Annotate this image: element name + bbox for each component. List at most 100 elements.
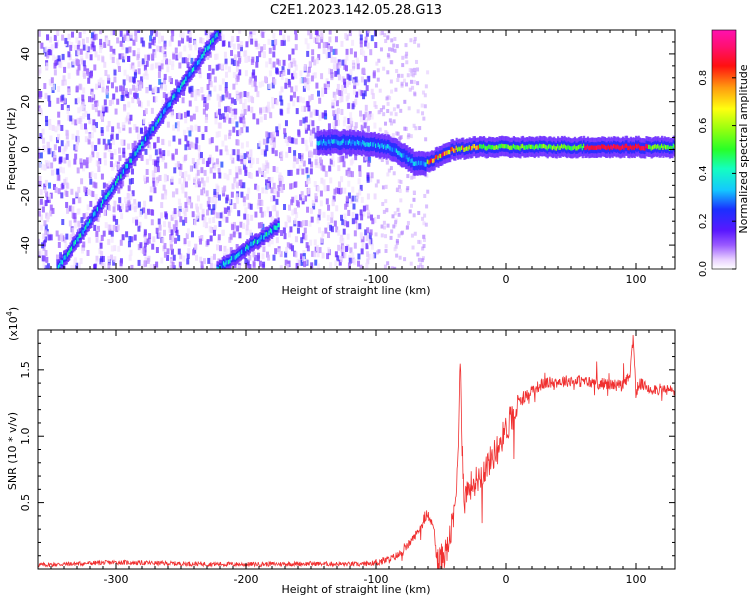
noise-cell — [223, 252, 227, 259]
noise-cell — [126, 35, 130, 42]
noise-cell — [97, 138, 101, 145]
noise-cell — [246, 91, 250, 98]
noise-cell — [390, 38, 394, 43]
noise-cell — [126, 192, 130, 199]
noise-cell — [181, 57, 185, 64]
noise-cell — [243, 200, 247, 207]
noise-cell — [112, 93, 116, 100]
noise-cell — [286, 107, 290, 114]
noise-cell — [405, 225, 409, 230]
feature-core — [412, 161, 415, 166]
noise-cell — [85, 44, 89, 51]
noise-cell — [118, 155, 122, 162]
noise-cell — [125, 47, 129, 54]
feature-core — [540, 144, 543, 149]
noise-cell — [348, 74, 352, 81]
noise-cell — [280, 186, 284, 193]
noise-cell — [227, 133, 231, 140]
noise-cell — [178, 62, 182, 69]
noise-cell — [107, 263, 111, 269]
feature-core — [559, 145, 562, 150]
noise-cell — [129, 88, 133, 95]
noise-cell — [79, 158, 83, 165]
feature-core — [468, 145, 471, 150]
feature-core — [83, 226, 86, 232]
feature-core — [494, 145, 497, 150]
noise-cell — [67, 161, 71, 168]
noise-cell — [110, 230, 114, 237]
noise-cell — [400, 81, 404, 86]
feature-core — [198, 59, 201, 65]
noise-cell — [61, 79, 65, 86]
noise-cell — [309, 136, 313, 143]
noise-cell — [332, 91, 336, 98]
noise-cell — [60, 140, 64, 147]
noise-cell — [230, 97, 234, 104]
feature-core — [221, 262, 224, 267]
noise-cell — [120, 53, 124, 60]
feature-core — [471, 145, 474, 151]
noise-cell — [240, 158, 244, 165]
noise-cell — [386, 101, 390, 106]
noise-cell — [413, 231, 417, 236]
noise-cell — [101, 189, 105, 196]
noise-cell — [397, 73, 401, 78]
noise-cell — [175, 113, 179, 120]
feature-core — [238, 251, 241, 256]
noise-cell — [243, 108, 247, 115]
feature-core — [332, 139, 335, 144]
noise-cell — [329, 46, 333, 53]
noise-cell — [228, 169, 232, 176]
feature-core — [404, 154, 408, 160]
noise-cell — [103, 159, 107, 166]
feature-core — [624, 143, 627, 148]
noise-cell — [269, 112, 273, 119]
feature-core — [410, 158, 413, 164]
noise-cell — [308, 95, 312, 102]
noise-cell — [262, 30, 266, 34]
noise-cell — [224, 87, 228, 94]
noise-cell — [83, 123, 87, 130]
noise-cell — [111, 57, 115, 64]
noise-cell — [355, 213, 359, 220]
noise-cell — [170, 111, 174, 118]
noise-cell — [258, 167, 262, 174]
noise-cell — [168, 226, 172, 233]
noise-cell — [77, 220, 81, 227]
noise-cell — [95, 255, 99, 262]
noise-cell — [347, 209, 351, 216]
noise-cell — [152, 30, 156, 34]
noise-cell — [122, 139, 126, 146]
noise-cell — [156, 161, 160, 168]
feature-core — [245, 246, 248, 252]
noise-cell — [285, 151, 289, 158]
noise-cell — [145, 73, 149, 80]
feature-core — [139, 145, 142, 150]
noise-cell — [386, 52, 390, 57]
noise-cell — [397, 179, 401, 184]
feature-core — [85, 225, 88, 230]
feature-core — [77, 237, 80, 242]
noise-cell — [176, 125, 180, 132]
noise-cell — [271, 102, 275, 109]
noise-cell — [236, 95, 240, 102]
noise-cell — [151, 63, 155, 70]
noise-cell — [198, 68, 202, 75]
noise-cell — [164, 189, 168, 196]
feature-core — [537, 145, 540, 150]
feature-core — [181, 82, 184, 87]
noise-cell — [302, 256, 306, 263]
noise-cell — [171, 191, 175, 198]
noise-cell — [38, 200, 41, 207]
noise-cell — [40, 250, 44, 257]
noise-cell — [390, 47, 394, 52]
noise-cell — [208, 72, 212, 79]
noise-cell — [231, 35, 235, 42]
noise-cell — [262, 246, 266, 253]
noise-cell — [196, 159, 200, 166]
noise-cell — [251, 72, 255, 79]
noise-cell — [321, 87, 325, 94]
noise-cell — [246, 213, 250, 220]
noise-cell — [307, 77, 311, 84]
